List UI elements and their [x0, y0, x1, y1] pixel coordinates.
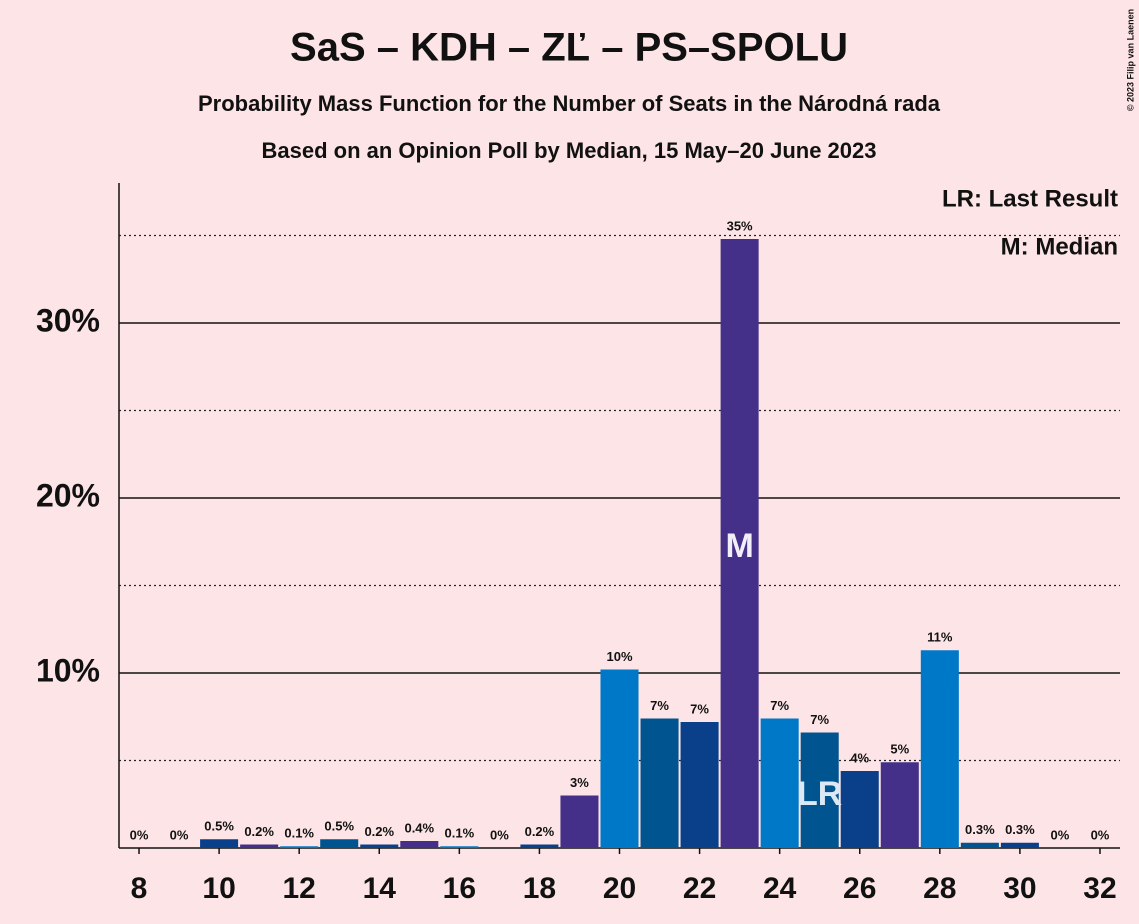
median-marker: M — [725, 527, 753, 565]
y-tick-label: 20% — [36, 477, 100, 513]
value-label: 0.5% — [204, 819, 234, 834]
x-tick-label: 24 — [763, 872, 797, 905]
bar — [600, 669, 639, 848]
chart-subtitle: Based on an Opinion Poll by Median, 15 M… — [262, 138, 877, 163]
x-tick-label: 18 — [523, 872, 556, 905]
value-label: 0.1% — [445, 826, 475, 841]
x-tick-label: 12 — [282, 872, 315, 905]
value-label: 7% — [690, 701, 709, 716]
value-label: 0.1% — [284, 826, 314, 841]
bar — [200, 839, 239, 848]
value-label: 0% — [1051, 827, 1070, 842]
bar — [240, 844, 279, 848]
x-tick-label: 10 — [202, 872, 235, 905]
value-label: 0.3% — [1005, 822, 1035, 837]
x-tick-label: 32 — [1083, 872, 1116, 905]
copyright: © 2023 Filip van Laenen — [1125, 9, 1135, 111]
value-label: 7% — [650, 698, 669, 713]
value-label: 35% — [727, 218, 753, 233]
x-tick-label: 8 — [131, 872, 148, 905]
bar — [1000, 842, 1039, 848]
last_result-marker: LR — [797, 775, 842, 813]
chart-subtitle: Probability Mass Function for the Number… — [198, 91, 941, 116]
chart-title: SaS – KDH – ZĽ – PS–SPOLU — [290, 26, 848, 70]
bar — [280, 846, 319, 848]
bar — [520, 844, 559, 848]
value-label: 0% — [170, 827, 189, 842]
bar — [800, 732, 839, 848]
value-label: 0% — [1091, 827, 1110, 842]
bar — [640, 718, 679, 848]
legend-entry: M: Median — [1001, 233, 1118, 260]
value-label: 0.2% — [525, 824, 555, 839]
x-tick-label: 20 — [603, 872, 636, 905]
x-tick-label: 28 — [923, 872, 956, 905]
y-tick-label: 30% — [36, 302, 100, 338]
bar — [840, 771, 879, 848]
bar — [680, 722, 719, 848]
bar — [360, 844, 399, 848]
bar — [440, 846, 479, 848]
value-label: 0.3% — [965, 822, 995, 837]
value-label: 7% — [810, 712, 829, 727]
value-label: 10% — [606, 649, 632, 664]
value-label: 7% — [770, 698, 789, 713]
bar — [960, 842, 999, 848]
value-label: 0% — [130, 827, 149, 842]
bar — [880, 762, 919, 848]
value-label: 3% — [570, 775, 589, 790]
bar — [560, 795, 599, 848]
x-tick-label: 26 — [843, 872, 876, 905]
x-tick-label: 14 — [363, 872, 397, 905]
value-label: 0.2% — [364, 824, 394, 839]
value-label: 4% — [850, 750, 869, 765]
legend-entry: LR: Last Result — [942, 185, 1118, 212]
y-tick-label: 10% — [36, 652, 100, 688]
value-label: 0.5% — [324, 819, 354, 834]
value-label: 5% — [890, 742, 909, 757]
x-tick-label: 16 — [443, 872, 476, 905]
value-label: 0.2% — [244, 824, 274, 839]
bar — [760, 718, 799, 848]
value-label: 11% — [927, 630, 953, 645]
bar — [920, 650, 959, 848]
value-label: 0.4% — [404, 820, 434, 835]
bar — [320, 839, 359, 848]
bar — [720, 239, 759, 848]
value-label: 0% — [490, 827, 509, 842]
x-tick-label: 22 — [683, 872, 716, 905]
bar — [400, 841, 439, 848]
x-tick-label: 30 — [1003, 872, 1036, 905]
